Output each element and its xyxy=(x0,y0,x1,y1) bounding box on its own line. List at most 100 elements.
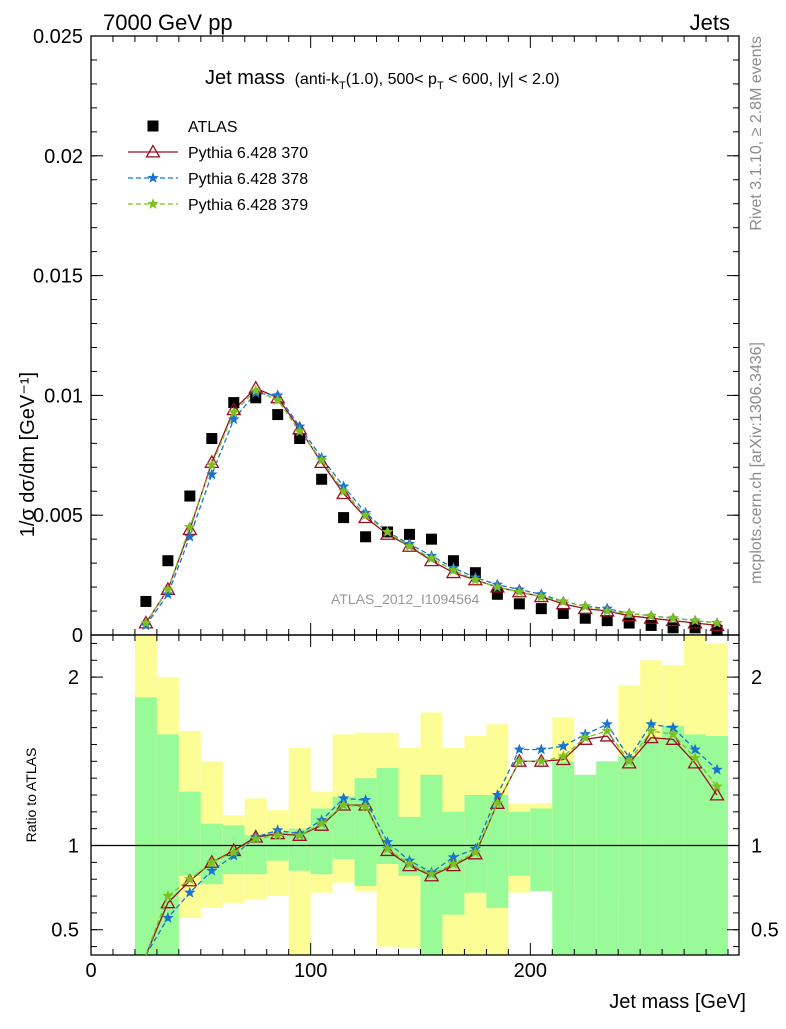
mc-point xyxy=(711,617,723,628)
ratio-point xyxy=(709,787,725,801)
mc-point xyxy=(623,607,635,619)
ratio-point xyxy=(206,864,218,876)
ratio-point xyxy=(379,842,396,857)
plot-title-sub-t1: T xyxy=(339,80,346,92)
data-point xyxy=(162,555,174,567)
ratio-point xyxy=(601,718,613,730)
x-tick-label: 100 xyxy=(294,960,327,982)
ratio-point xyxy=(337,792,350,804)
data-point xyxy=(184,490,196,502)
mc-point xyxy=(425,552,438,564)
ratio-point xyxy=(162,911,174,923)
mc-point xyxy=(250,384,262,396)
header-left: 7000 GeV pp xyxy=(103,10,233,35)
mc-point xyxy=(206,458,218,470)
main-y-axis-label: 1/σ dσ/dm [GeV⁻¹] xyxy=(17,372,39,537)
rivet-caption: Rivet 3.1.10, ≥ 2.8M events xyxy=(748,36,765,231)
stat-uncertainty-band xyxy=(332,796,355,859)
stat-uncertainty-band xyxy=(684,734,707,955)
mc-point xyxy=(272,394,284,405)
mc-point xyxy=(535,590,547,602)
mc-point xyxy=(206,468,218,480)
ratio-point xyxy=(645,725,657,736)
ratio-point xyxy=(272,829,284,841)
ratio-point xyxy=(535,755,547,767)
plot-title-sub: (anti-k xyxy=(295,71,340,88)
ratio-point xyxy=(184,886,196,898)
mc-point xyxy=(335,485,352,500)
ratio-point xyxy=(513,755,525,767)
stat-uncertainty-band xyxy=(662,725,685,955)
ratio-point xyxy=(206,856,218,868)
mc-point xyxy=(665,612,681,627)
ratio-point xyxy=(359,794,372,805)
ratio-point xyxy=(623,755,635,767)
main-plot-marks xyxy=(138,380,725,636)
mc-point xyxy=(469,573,482,585)
stat-uncertainty-band xyxy=(420,774,443,955)
stat-uncertainty-band xyxy=(200,823,223,885)
ratio-point xyxy=(337,799,350,810)
mc-point xyxy=(577,600,593,615)
plot-title-main: Jet mass xyxy=(205,67,285,89)
main-y-tick-label: 0 xyxy=(72,625,83,647)
ratio-point xyxy=(359,800,372,812)
ratio-point xyxy=(447,851,460,863)
main-y-tick-label: 0.005 xyxy=(33,505,83,527)
mc-point xyxy=(447,564,460,576)
mc-point xyxy=(184,521,196,532)
plot-title: Jet mass (anti-kT(1.0), 500< pT < 600, |… xyxy=(205,67,560,92)
data-point xyxy=(579,612,591,624)
stat-uncertainty-band xyxy=(640,739,663,955)
mc-point xyxy=(184,530,196,542)
ratio-y-tick-label-right: 1 xyxy=(751,836,762,858)
ratio-point xyxy=(403,858,416,869)
header-right: Jets xyxy=(690,10,730,35)
mc-point xyxy=(491,581,504,592)
ratio-y-tick-label: 0.5 xyxy=(51,920,79,942)
stat-uncertainty-band xyxy=(310,808,333,875)
ratio-point xyxy=(513,743,525,755)
data-point xyxy=(623,617,635,629)
ratio-point xyxy=(381,836,394,847)
data-point xyxy=(425,533,437,545)
mc-point xyxy=(228,413,240,425)
mc-point xyxy=(379,526,396,540)
ratio-y-tick-label-right: 2 xyxy=(751,667,762,689)
x-axis-label: Jet mass [GeV] xyxy=(609,991,746,1013)
plot-title-sub-end: < 600, |y| < 2.0) xyxy=(444,71,560,88)
data-point xyxy=(404,528,416,540)
legend-label: ATLAS xyxy=(188,119,238,136)
mcplots-caption: mcplots.cern.ch [arXiv:1306.3436] xyxy=(748,342,765,584)
ratio-y-tick-label: 2 xyxy=(68,667,79,689)
ratio-y-tick-label-right: 0.5 xyxy=(751,920,779,942)
mc-point xyxy=(228,406,240,417)
data-point xyxy=(491,588,503,600)
mc-point xyxy=(403,540,416,552)
stat-uncertainty-band xyxy=(156,734,179,955)
ratio-point xyxy=(425,868,438,879)
legend-label: Pythia 6.428 378 xyxy=(188,171,308,188)
stat-uncertainty-band xyxy=(552,761,575,955)
ratio-point xyxy=(469,846,482,858)
data-point xyxy=(316,473,328,485)
legend-marker xyxy=(147,198,159,209)
data-point xyxy=(667,622,679,634)
mc-point xyxy=(555,596,571,610)
data-point xyxy=(513,598,525,610)
analysis-watermark: ATLAS_2012_I1094564 xyxy=(331,591,480,607)
mc-point xyxy=(557,595,569,607)
ratio-point xyxy=(423,868,440,882)
stat-uncertainty-band xyxy=(530,808,553,891)
mc-point xyxy=(687,615,703,629)
legend-marker xyxy=(145,144,161,158)
mc-point xyxy=(140,617,152,628)
stat-uncertainty-band xyxy=(486,795,509,908)
ratio-point xyxy=(381,842,394,854)
ratio-plot-area: 0 100 200 0.5 0.5 1 1 2 2 xyxy=(51,634,779,982)
mc-point xyxy=(689,614,701,626)
ratio-point xyxy=(294,829,306,841)
ratio-point xyxy=(491,789,504,800)
stat-uncertainty-band xyxy=(618,756,641,955)
data-point xyxy=(338,512,350,524)
